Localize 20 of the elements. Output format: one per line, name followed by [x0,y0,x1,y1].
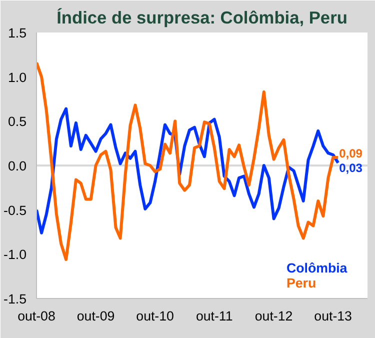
y-tick-label: 1.5 [8,26,27,40]
y-tick-label: -1.0 [4,247,26,262]
x-tick-label: out-13 [314,308,352,324]
text: Peru [286,276,316,290]
x-tick-label: out-10 [136,308,174,324]
chart-title: Índice de surpresa: Colômbia, Peru [56,8,348,28]
y-tick-label: -1.5 [4,292,26,306]
x-tick-label: out-08 [18,308,56,324]
line-series [36,107,340,234]
data-label: 0,03 [339,160,363,175]
y-tick-label: 0.5 [8,114,27,130]
text: Colômbia [286,260,348,276]
line-series [36,61,340,261]
data-label: 0,09 [339,146,363,161]
x-tick-label: out-12 [254,308,293,324]
x-tick-label: out-09 [76,308,115,324]
y-tick-label: -0.5 [4,202,26,218]
y-tick-label: 0.0 [8,158,27,174]
y-tick-label: 1.0 [8,70,27,85]
x-tick-label: out-11 [196,308,233,324]
